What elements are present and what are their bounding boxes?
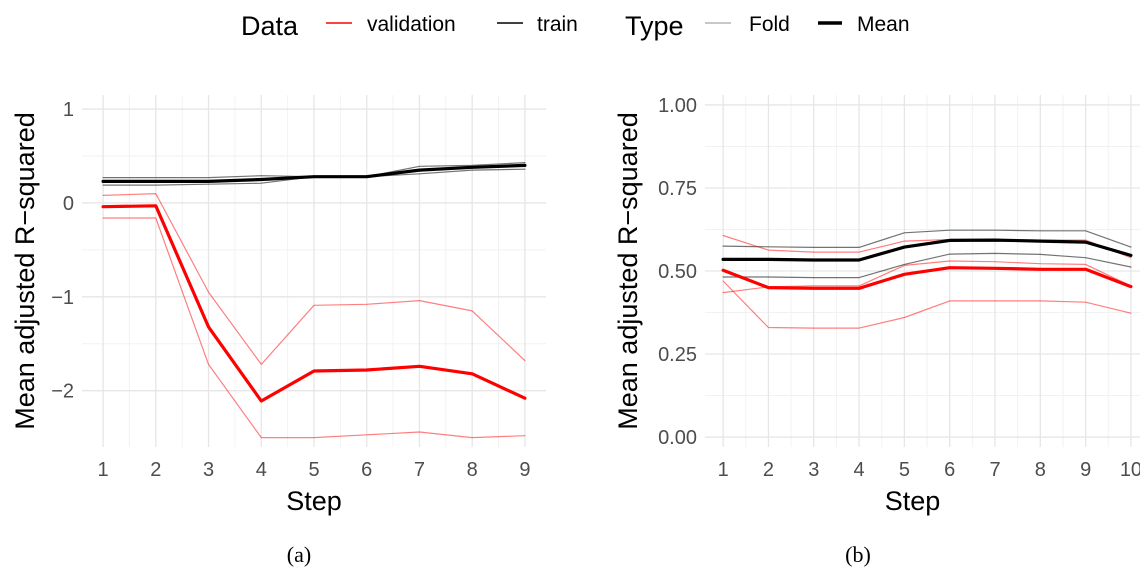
series-line-train-fold bbox=[722, 229, 1132, 248]
x-tick-label: 7 bbox=[414, 459, 425, 481]
x-tick-label: 7 bbox=[989, 459, 1000, 481]
x-tick-label: 10 bbox=[1120, 459, 1140, 481]
x-tick-label: 2 bbox=[150, 459, 161, 481]
x-tick-label: 2 bbox=[763, 459, 774, 481]
legend-title-data: Data bbox=[241, 11, 299, 41]
legend: Data validation train Type Fold Mean bbox=[241, 11, 910, 41]
caption-b: (b) bbox=[845, 542, 871, 567]
y-tick-label: −1 bbox=[51, 287, 74, 309]
series-line-validation-mean bbox=[721, 266, 1133, 290]
y-axis-title: Mean adjusted R−squared bbox=[10, 112, 40, 429]
y-tick-label: 0.50 bbox=[658, 261, 697, 283]
x-axis-title: Step bbox=[286, 486, 342, 516]
series-line-validation-fold bbox=[102, 217, 526, 439]
x-tick-label: 3 bbox=[808, 459, 819, 481]
y-tick-label: 0 bbox=[63, 193, 74, 215]
series-line-train-fold bbox=[722, 252, 1132, 279]
x-tick-label: 6 bbox=[944, 459, 955, 481]
series-line-validation-fold bbox=[722, 280, 1132, 329]
legend-label-validation: validation bbox=[367, 13, 456, 36]
legend-label-fold: Fold bbox=[749, 13, 790, 36]
x-tick-label: 1 bbox=[98, 459, 109, 481]
x-axis-title: Step bbox=[885, 486, 941, 516]
y-tick-label: −2 bbox=[51, 381, 74, 403]
x-tick-label: 9 bbox=[1080, 459, 1091, 481]
chart-panel-a: 1 2 3 4 5 6 7 8 9 −2 −1 0 1 Step Mean adjusted R−squar… bbox=[10, 95, 546, 516]
x-tick-label: 4 bbox=[256, 459, 267, 481]
y-tick-label: 1 bbox=[63, 99, 74, 121]
x-tick-label: 5 bbox=[308, 459, 319, 481]
x-tick-label: 8 bbox=[467, 459, 478, 481]
caption-a: (a) bbox=[287, 542, 311, 567]
x-tick-label: 8 bbox=[1035, 459, 1046, 481]
x-tick-label: 5 bbox=[899, 459, 910, 481]
x-tick-label: 6 bbox=[361, 459, 372, 481]
legend-label-train: train bbox=[537, 13, 578, 36]
series-line-validation-fold bbox=[102, 193, 526, 365]
y-axis-title: Mean adjusted R−squared bbox=[613, 112, 643, 429]
series-line-train-mean bbox=[101, 163, 527, 183]
chart-panel-b: 1 2 3 4 5 6 7 8 9 10 0.00 0.25 0.50 0.75 1.00 Step Mean … bbox=[613, 95, 1140, 516]
series-line-validation-mean bbox=[101, 204, 527, 403]
legend-title-type: Type bbox=[625, 11, 684, 41]
y-tick-label: 0.75 bbox=[658, 178, 697, 200]
x-tick-label: 4 bbox=[854, 459, 865, 481]
x-tick-label: 3 bbox=[203, 459, 214, 481]
x-tick-label: 9 bbox=[519, 459, 530, 481]
legend-label-mean: Mean bbox=[857, 13, 910, 36]
y-tick-label: 0.25 bbox=[658, 344, 697, 366]
y-tick-label: 0.00 bbox=[658, 427, 697, 449]
y-tick-label: 1.00 bbox=[658, 95, 697, 117]
series-line-train-mean bbox=[721, 238, 1133, 262]
x-tick-label: 1 bbox=[718, 459, 729, 481]
